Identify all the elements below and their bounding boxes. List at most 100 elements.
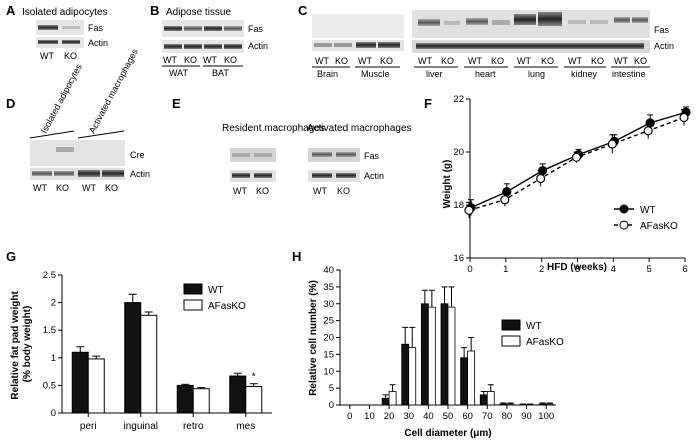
panel-a-title: Isolated adipocytes (22, 7, 108, 18)
x-tick-label: 10 (364, 411, 375, 422)
band-label-fas: Fas (654, 25, 670, 35)
blot-e1-fas-bg (230, 148, 276, 162)
significance-star: * (252, 372, 256, 383)
group-label: WAT (169, 68, 188, 78)
col-header: Isolated adipocytes (39, 62, 84, 135)
bar (506, 403, 515, 406)
header-line (77, 130, 125, 139)
lane-label: KO (56, 183, 69, 193)
band (62, 26, 80, 29)
y-tick-label: 2.5 (43, 270, 56, 281)
legend-marker (619, 220, 629, 230)
panel-letter-a: A (6, 3, 16, 18)
band (568, 20, 586, 24)
y-axis-title: Weight (g) (442, 160, 453, 209)
y-tick-label: 0.5 (43, 380, 56, 391)
x-axis-title: Cell diameter (μm) (404, 428, 491, 439)
band (78, 170, 100, 177)
panel-b: B Adipose tissue Fas Actin WT KO WT KO W… (150, 3, 268, 78)
data-point (536, 173, 546, 184)
group-label: kidney (571, 69, 598, 79)
legend-marker (619, 204, 629, 214)
lane-label: KO (224, 55, 237, 65)
bar (499, 403, 508, 406)
x-tick-label: 50 (443, 411, 454, 422)
x-tick-label: 80 (502, 411, 513, 422)
lane-label: KO (256, 186, 269, 196)
x-tick-label: 20 (384, 411, 395, 422)
y-tick-label: 10 (323, 366, 334, 377)
band (378, 42, 400, 48)
x-tick-label: 4 (611, 264, 616, 275)
band (224, 26, 242, 31)
bar (460, 357, 469, 406)
bar (486, 391, 495, 406)
band (466, 18, 488, 25)
y-tick-label: 16 (453, 253, 464, 264)
panel-letter-h: H (292, 249, 301, 264)
col-header-activated: Activated macrophages (307, 123, 412, 134)
data-point (500, 195, 510, 205)
x-tick-label: 3 (575, 264, 580, 275)
panel-letter-d: D (6, 96, 15, 111)
legend-label: WT (640, 205, 656, 216)
band (356, 42, 376, 48)
band-label-actin: Actin (248, 41, 268, 51)
band (184, 26, 202, 31)
band (224, 44, 242, 49)
legend-label: WT (208, 285, 224, 296)
band (590, 20, 608, 24)
lane-label: KO (634, 56, 647, 66)
x-tick-label: 30 (403, 411, 414, 422)
col-header: Activated macrophages (87, 47, 140, 135)
panel-f: F Weight (g) HFD (weeks) 16 18 20 22 0 1 2 3 4 5 6… (424, 94, 691, 275)
bar (192, 388, 210, 414)
x-tick-label: 70 (482, 411, 493, 422)
y-tick-label: 35 (323, 282, 334, 293)
lane-label: WT (315, 56, 329, 66)
group-label: heart (475, 69, 496, 79)
panel-g: G Relative fat pad weight (% body weight… (6, 249, 272, 432)
band (204, 26, 222, 31)
legend-swatch (183, 299, 203, 311)
band-label-actin: Actin (364, 171, 384, 181)
x-tick-label: mes (236, 421, 255, 432)
y-tick-label: 0 (329, 400, 334, 411)
band (54, 171, 74, 176)
bar (427, 306, 436, 406)
panel-letter-g: G (6, 249, 16, 264)
lane-label: WT (568, 56, 582, 66)
band (164, 26, 182, 31)
lane-label: KO (491, 56, 504, 66)
lane-label: KO (441, 56, 454, 66)
x-tick-label: peri (80, 421, 97, 432)
x-tick-label: 40 (423, 411, 434, 422)
y-tick-label: 0 (51, 408, 56, 419)
blot-b-fas-bg (162, 20, 244, 37)
data-point (643, 126, 653, 136)
x-tick-label: retro (183, 421, 204, 432)
blot-d-cre-bg (30, 140, 125, 166)
legend-swatch (501, 335, 521, 347)
bar (124, 302, 142, 414)
panel-letter-e: E (172, 96, 181, 111)
band (314, 43, 332, 47)
lane-label: WT (33, 183, 47, 193)
y-tick-label: 22 (453, 94, 464, 105)
bar (479, 394, 488, 406)
y-tick-label: 20 (323, 333, 334, 344)
blot-d-actin-bg (30, 168, 125, 180)
data-point (607, 139, 617, 149)
band (492, 20, 510, 25)
panel-a: A Isolated adipocytes Fas Actin WT KO (6, 3, 108, 61)
bar (545, 403, 554, 406)
bar (87, 358, 105, 414)
lane-label: WT (233, 186, 247, 196)
bar (71, 351, 89, 414)
lane-label: KO (380, 56, 393, 66)
lane-label: KO (335, 56, 348, 66)
band (232, 153, 250, 157)
blot-b-actin-bg (162, 40, 244, 53)
